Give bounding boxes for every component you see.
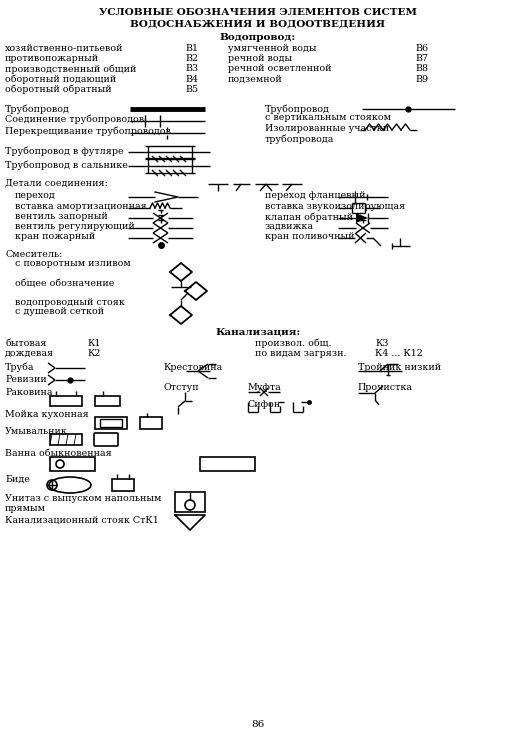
Text: Соединение трубопроводов: Соединение трубопроводов	[5, 115, 144, 125]
FancyBboxPatch shape	[95, 396, 120, 406]
FancyBboxPatch shape	[100, 419, 122, 427]
Text: Трубопровод: Трубопровод	[5, 104, 70, 114]
FancyBboxPatch shape	[140, 417, 162, 429]
Text: В5: В5	[185, 85, 198, 94]
FancyBboxPatch shape	[175, 492, 205, 512]
Text: Муфта: Муфта	[248, 383, 282, 392]
Text: переход фланцевый: переход фланцевый	[265, 191, 366, 200]
Text: В6: В6	[415, 44, 428, 53]
FancyBboxPatch shape	[50, 434, 82, 445]
FancyBboxPatch shape	[95, 417, 127, 429]
Text: Ревизии: Ревизии	[5, 375, 47, 384]
Text: К1: К1	[88, 339, 101, 348]
Text: общее обозначение: общее обозначение	[15, 279, 114, 288]
Text: кран пожарный: кран пожарный	[15, 232, 95, 241]
Text: бытовая: бытовая	[5, 339, 47, 348]
FancyBboxPatch shape	[94, 433, 118, 446]
Text: В4: В4	[185, 75, 198, 84]
Text: Труба: Труба	[5, 363, 35, 372]
Text: с вертикальным стояком: с вертикальным стояком	[265, 113, 391, 122]
Text: Изолированные участки: Изолированные участки	[265, 124, 389, 133]
Text: В2: В2	[185, 54, 198, 63]
Text: Тройник низкий: Тройник низкий	[358, 363, 441, 372]
Text: речной осветленной: речной осветленной	[228, 65, 331, 73]
Text: Мойка кухонная: Мойка кухонная	[5, 410, 89, 419]
Text: хозяйственно-питьевой: хозяйственно-питьевой	[5, 44, 124, 53]
Text: переход: переход	[15, 191, 56, 200]
Text: В9: В9	[415, 75, 428, 84]
Text: В1: В1	[185, 44, 198, 53]
Text: Сифон: Сифон	[248, 400, 281, 409]
Text: вставка звукоизолирующая: вставка звукоизолирующая	[265, 202, 405, 211]
Text: В7: В7	[415, 54, 428, 63]
Text: кран поливочный: кран поливочный	[265, 232, 355, 241]
Text: Смеситель:: Смеситель:	[5, 250, 63, 259]
FancyBboxPatch shape	[200, 457, 255, 471]
Text: Биде: Биде	[5, 475, 30, 484]
Text: Унитаз с выпуском напольным: Унитаз с выпуском напольным	[5, 494, 161, 503]
Text: Детали соединения:: Детали соединения:	[5, 179, 108, 188]
Text: вентиль запорный: вентиль запорный	[15, 212, 108, 221]
Text: УСЛОВНЫЕ ОБОЗНАЧЕНИЯ ЭЛЕМЕНТОВ СИСТЕМ: УСЛОВНЫЕ ОБОЗНАЧЕНИЯ ЭЛЕМЕНТОВ СИСТЕМ	[99, 8, 417, 17]
Text: вентиль регулирующий: вентиль регулирующий	[15, 222, 135, 231]
Text: оборотный обратный: оборотный обратный	[5, 85, 112, 95]
Text: противопожарный: противопожарный	[5, 54, 99, 63]
Text: водопроводный стояк: водопроводный стояк	[15, 298, 125, 307]
Text: дождевая: дождевая	[5, 349, 54, 358]
FancyBboxPatch shape	[50, 457, 95, 471]
Text: речной воды: речной воды	[228, 54, 292, 63]
Text: прямым: прямым	[5, 504, 46, 513]
Text: производственный общий: производственный общий	[5, 65, 136, 74]
Text: ВОДОСНАБЖЕНИЯ И ВОДООТВЕДЕНИЯ: ВОДОСНАБЖЕНИЯ И ВОДООТВЕДЕНИЯ	[130, 20, 386, 29]
Text: Канализационный стояк СтК1: Канализационный стояк СтК1	[5, 516, 159, 525]
Text: 86: 86	[251, 720, 265, 729]
Text: клапан обратный: клапан обратный	[265, 212, 353, 221]
Text: Трубопровод: Трубопровод	[265, 104, 330, 114]
Ellipse shape	[49, 477, 91, 493]
Text: вставка амортизационная: вставка амортизационная	[15, 202, 147, 211]
Text: Трубопровод в сальнике: Трубопровод в сальнике	[5, 161, 128, 171]
Text: К4 ... К12: К4 ... К12	[375, 349, 423, 358]
Text: оборотный подающий: оборотный подающий	[5, 75, 116, 84]
Text: Перекрещивание трубопроводов: Перекрещивание трубопроводов	[5, 127, 171, 136]
Text: Крестовина: Крестовина	[163, 363, 222, 372]
Text: Раковина: Раковина	[5, 388, 53, 397]
Text: подземной: подземной	[228, 75, 283, 84]
Polygon shape	[356, 213, 368, 223]
FancyBboxPatch shape	[50, 396, 82, 406]
Text: с поворотным изливом: с поворотным изливом	[15, 259, 131, 268]
Text: Прочистка: Прочистка	[358, 383, 413, 392]
Text: К3: К3	[375, 339, 388, 348]
Text: произвол. общ.: произвол. общ.	[255, 339, 331, 348]
Text: Умывальник: Умывальник	[5, 427, 68, 436]
Text: по видам загрязн.: по видам загрязн.	[255, 349, 346, 358]
Text: К2: К2	[88, 349, 101, 358]
Text: В8: В8	[415, 65, 428, 73]
Text: Водопровод:: Водопровод:	[220, 33, 296, 42]
FancyBboxPatch shape	[112, 479, 134, 491]
Text: Канализация:: Канализация:	[216, 328, 300, 337]
Text: Отступ: Отступ	[163, 383, 199, 392]
Text: умягченной воды: умягченной воды	[228, 44, 316, 53]
Text: с душевой сеткой: с душевой сеткой	[15, 307, 104, 316]
Text: Трубопровод в футляре: Трубопровод в футляре	[5, 147, 124, 157]
Text: задвижка: задвижка	[265, 222, 314, 231]
Text: трубопровода: трубопровода	[265, 134, 334, 144]
Text: Ванна обыкновенная: Ванна обыкновенная	[5, 449, 112, 458]
Text: В3: В3	[185, 65, 198, 73]
